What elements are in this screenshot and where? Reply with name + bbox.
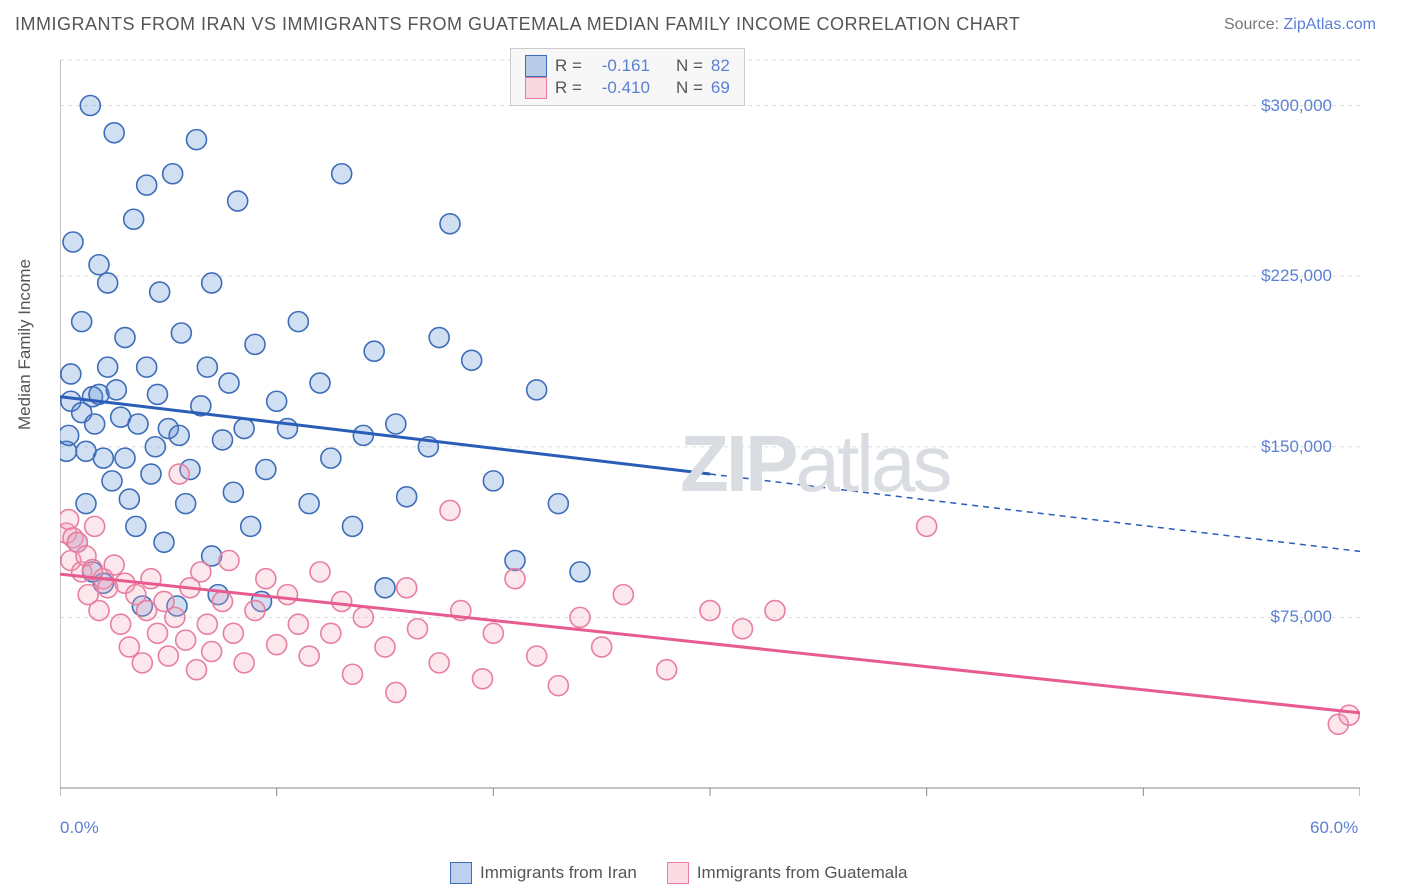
chart-title: IMMIGRANTS FROM IRAN VS IMMIGRANTS FROM … <box>15 14 1020 35</box>
series-legend: Immigrants from Iran Immigrants from Gua… <box>450 862 908 884</box>
legend-swatch <box>667 862 689 884</box>
legend-item: Immigrants from Guatemala <box>667 862 908 884</box>
r-value: -0.410 <box>590 78 650 98</box>
y-tick-label: $150,000 <box>1261 437 1332 457</box>
correlation-legend: R = -0.161 N = 82 R = -0.410 N = 69 <box>510 48 745 106</box>
n-label: N = <box>676 56 703 76</box>
source-attribution: Source: ZipAtlas.com <box>1224 16 1376 34</box>
x-tick-label: 60.0% <box>1310 818 1358 838</box>
legend-label: Immigrants from Iran <box>480 863 637 883</box>
scatter-plot-svg <box>60 48 1360 813</box>
r-label: R = <box>555 56 582 76</box>
n-value: 69 <box>711 78 730 98</box>
source-link[interactable]: ZipAtlas.com <box>1284 16 1376 33</box>
legend-label: Immigrants from Guatemala <box>697 863 908 883</box>
y-tick-label: $75,000 <box>1271 607 1332 627</box>
x-tick-label: 0.0% <box>60 818 99 838</box>
legend-swatch <box>525 77 547 99</box>
legend-row: R = -0.410 N = 69 <box>525 77 730 99</box>
y-tick-label: $300,000 <box>1261 96 1332 116</box>
n-value: 82 <box>711 56 730 76</box>
y-tick-label: $225,000 <box>1261 266 1332 286</box>
legend-item: Immigrants from Iran <box>450 862 637 884</box>
legend-swatch <box>450 862 472 884</box>
r-label: R = <box>555 78 582 98</box>
r-value: -0.161 <box>590 56 650 76</box>
legend-row: R = -0.161 N = 82 <box>525 55 730 77</box>
n-label: N = <box>676 78 703 98</box>
chart-area: R = -0.161 N = 82 R = -0.410 N = 69 ZIPa… <box>60 48 1360 813</box>
source-label: Source: <box>1224 16 1284 33</box>
legend-swatch <box>525 55 547 77</box>
y-axis-label: Median Family Income <box>15 259 35 430</box>
